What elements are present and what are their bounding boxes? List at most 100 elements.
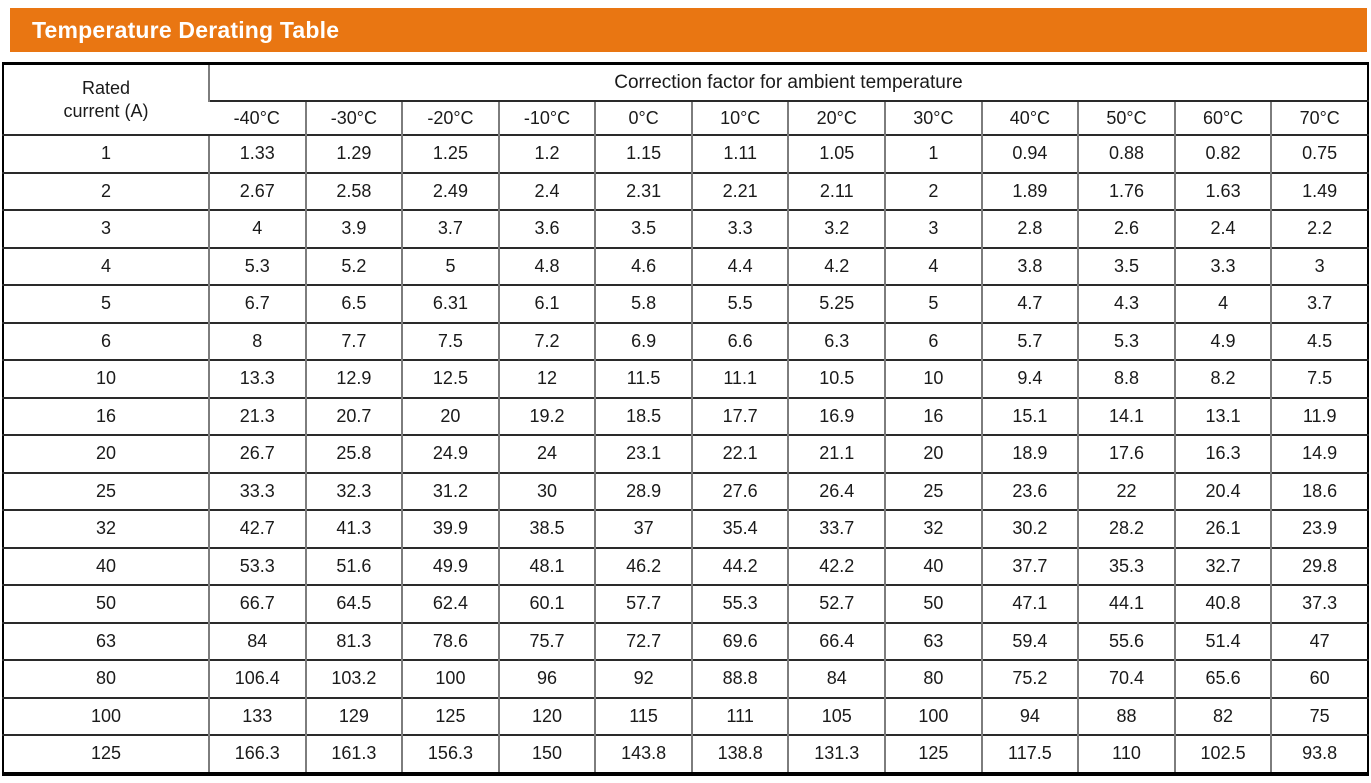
correction-factor-cell: 20 bbox=[884, 434, 982, 473]
correction-factor-cell: 38.5 bbox=[497, 509, 596, 548]
correction-factor-cell: 55.6 bbox=[1077, 621, 1175, 660]
correction-factor-cell: 4.6 bbox=[594, 246, 692, 285]
correction-factor-cell: 62.4 bbox=[401, 584, 499, 623]
rated-current-cell: 50 bbox=[3, 584, 209, 623]
correction-factor-cell: 6.9 bbox=[594, 321, 692, 360]
correction-factor-cell: 49.9 bbox=[401, 546, 499, 585]
correction-factor-cell: 1.05 bbox=[787, 134, 886, 173]
correction-factor-cell: 51.4 bbox=[1173, 621, 1272, 660]
correction-factor-cell: 3.3 bbox=[1173, 246, 1272, 285]
correction-factor-cell: 52.7 bbox=[787, 584, 886, 623]
correction-factor-cell: 166.3 bbox=[208, 734, 306, 774]
table-body: 1 1.33 1.29 1.25 1.2 1.15 1.11 1.05 1 0.94 0.88 0.8… bbox=[3, 134, 1368, 774]
derating-table: Rated current (A) Correction factor for … bbox=[2, 62, 1369, 776]
correction-factor-cell: 125 bbox=[884, 734, 982, 774]
correction-factor-cell: 37 bbox=[594, 509, 692, 548]
correction-factor-cell: 11.5 bbox=[594, 359, 692, 398]
correction-factor-cell: 69.6 bbox=[690, 621, 789, 660]
correction-factor-cell: 6.31 bbox=[401, 284, 499, 323]
correction-factor-cell: 80 bbox=[884, 659, 982, 698]
temp-column-header: 70°C bbox=[1270, 100, 1368, 135]
correction-factor-cell: 3.7 bbox=[1270, 284, 1368, 323]
correction-factor-cell: 20.7 bbox=[304, 396, 403, 435]
correction-factor-cell: 23.6 bbox=[980, 471, 1079, 510]
correction-factor-cell: 2.6 bbox=[1077, 209, 1175, 248]
correction-factor-cell: 35.3 bbox=[1077, 546, 1175, 585]
rated-current-cell: 25 bbox=[3, 471, 209, 510]
correction-factor-cell: 0.75 bbox=[1270, 134, 1368, 173]
correction-factor-cell: 5 bbox=[401, 246, 499, 285]
correction-factor-cell: 60 bbox=[1270, 659, 1368, 698]
correction-factor-cell: 46.2 bbox=[594, 546, 692, 585]
correction-factor-cell: 32.7 bbox=[1173, 546, 1272, 585]
correction-factor-cell: 161.3 bbox=[304, 734, 403, 774]
correction-factor-cell: 6 bbox=[884, 321, 982, 360]
correction-factor-cell: 26.1 bbox=[1173, 509, 1272, 548]
correction-factor-cell: 5.5 bbox=[690, 284, 789, 323]
correction-factor-cell: 29.8 bbox=[1270, 546, 1368, 585]
table-header-row-2: -40°C -30°C -20°C -10°C 0°C 10°C 20°C 30°C 40°C 5… bbox=[3, 100, 1368, 135]
correction-factor-cell: 42.2 bbox=[787, 546, 886, 585]
correction-factor-cell: 25 bbox=[884, 471, 982, 510]
correction-factor-cell: 120 bbox=[497, 696, 596, 735]
correction-factor-cell: 75 bbox=[1270, 696, 1368, 735]
correction-factor-cell: 1 bbox=[884, 134, 982, 173]
rated-current-cell: 80 bbox=[3, 659, 209, 698]
correction-factor-cell: 102.5 bbox=[1173, 734, 1272, 774]
correction-factor-cell: 78.6 bbox=[401, 621, 499, 660]
correction-factor-cell: 48.1 bbox=[497, 546, 596, 585]
correction-factor-cell: 33.3 bbox=[208, 471, 306, 510]
table-header: Rated current (A) Correction factor for … bbox=[3, 63, 1368, 135]
temp-column-header: 30°C bbox=[884, 100, 982, 135]
correction-factor-cell: 16.3 bbox=[1173, 434, 1272, 473]
correction-factor-cell: 2.4 bbox=[1173, 209, 1272, 248]
correction-factor-cell: 47.1 bbox=[980, 584, 1079, 623]
correction-factor-cell: 70.4 bbox=[1077, 659, 1175, 698]
correction-factor-cell: 143.8 bbox=[594, 734, 692, 774]
correction-factor-cell: 3.5 bbox=[594, 209, 692, 248]
table-header-row-1: Rated current (A) Correction factor for … bbox=[3, 63, 1368, 121]
correction-factor-cell: 13.1 bbox=[1173, 396, 1272, 435]
table-row: 4 5.3 5.2 5 4.8 4.6 4.4 4.2 4 3.8 3.5 3.3 3 bbox=[3, 246, 1368, 285]
correction-factor-cell: 0.82 bbox=[1173, 134, 1272, 173]
correction-factor-cell: 55.3 bbox=[690, 584, 789, 623]
correction-factor-cell: 156.3 bbox=[401, 734, 499, 774]
correction-factor-cell: 31.2 bbox=[401, 471, 499, 510]
temp-column-header: 40°C bbox=[980, 100, 1079, 135]
correction-factor-cell: 28.9 bbox=[594, 471, 692, 510]
correction-factor-cell: 37.3 bbox=[1270, 584, 1368, 623]
correction-factor-cell: 2.21 bbox=[690, 171, 789, 210]
correction-factor-cell: 7.7 bbox=[304, 321, 403, 360]
correction-factor-cell: 8 bbox=[208, 321, 306, 360]
correction-factor-cell: 5.25 bbox=[787, 284, 886, 323]
table-row: 10 13.3 12.9 12.5 12 11.5 11.1 10.5 10 9.4 8.8 8.2 7… bbox=[3, 359, 1368, 398]
correction-factor-cell: 103.2 bbox=[304, 659, 403, 698]
correction-factor-cell: 19.2 bbox=[497, 396, 596, 435]
correction-factor-cell: 14.9 bbox=[1270, 434, 1368, 473]
temp-column-header: -20°C bbox=[401, 100, 499, 135]
correction-factor-cell: 4.7 bbox=[980, 284, 1079, 323]
correction-factor-cell: 23.1 bbox=[594, 434, 692, 473]
table-row: 80 106.4 103.2 100 96 92 88.8 84 80 75.2 70.4 65.6 6… bbox=[3, 659, 1368, 698]
correction-factor-cell: 75.2 bbox=[980, 659, 1079, 698]
correction-factor-cell: 92 bbox=[594, 659, 692, 698]
correction-factor-cell: 12 bbox=[497, 359, 596, 398]
correction-factor-cell: 4.8 bbox=[497, 246, 596, 285]
correction-factor-cell: 96 bbox=[497, 659, 596, 698]
correction-factor-cell: 20.4 bbox=[1173, 471, 1272, 510]
correction-factor-cell: 57.7 bbox=[594, 584, 692, 623]
correction-factor-cell: 21.1 bbox=[787, 434, 886, 473]
correction-factor-cell: 66.7 bbox=[208, 584, 306, 623]
correction-factor-cell: 111 bbox=[690, 696, 789, 735]
correction-factor-cell: 12.5 bbox=[401, 359, 499, 398]
correction-factor-cell: 10 bbox=[884, 359, 982, 398]
correction-factor-cell: 11.9 bbox=[1270, 396, 1368, 435]
title-bar: Temperature Derating Table bbox=[10, 8, 1367, 52]
correction-factor-cell: 100 bbox=[401, 659, 499, 698]
correction-factor-cell: 63 bbox=[884, 621, 982, 660]
correction-factor-cell: 3.9 bbox=[304, 209, 403, 248]
temp-column-header: 0°C bbox=[594, 100, 692, 135]
correction-factor-cell: 2.67 bbox=[208, 171, 306, 210]
correction-factor-cell: 53.3 bbox=[208, 546, 306, 585]
correction-factor-cell: 88.8 bbox=[690, 659, 789, 698]
